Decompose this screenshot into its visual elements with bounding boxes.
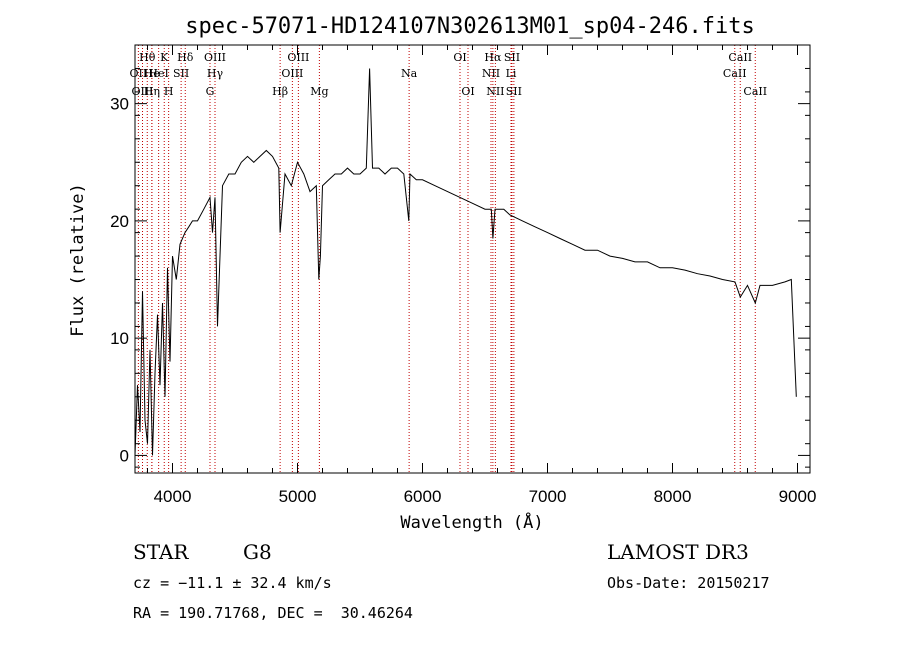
y-tick-label-3: 30 <box>110 95 129 114</box>
line-label-26: CaII <box>728 51 752 64</box>
line-label-23: Li <box>506 67 517 80</box>
y-axis-ticks: 0 10 20 30 <box>110 44 810 468</box>
line-label-4: Hη <box>144 85 160 98</box>
line-label-16: Mg <box>310 85 328 98</box>
line-label-19: OI <box>461 85 474 98</box>
line-label-20: Hα <box>484 51 502 64</box>
line-label-13: OIII <box>287 51 309 64</box>
line-label-5: K <box>160 51 169 64</box>
spectral-line-labels: Hθ OII OIII He Hη K HeI H SII Hδ OIII Hγ G OIII OIII Hβ… <box>130 51 768 98</box>
plot-frame <box>134 44 811 474</box>
line-label-2: OIII <box>131 85 153 98</box>
line-label-6: HeI <box>148 67 168 80</box>
spectral-line-markers <box>137 45 756 473</box>
line-label-8: SII <box>173 67 189 80</box>
object-class: STAR <box>133 540 189 564</box>
line-label-9: Hδ <box>177 51 194 64</box>
chart-title: spec-57071-HD124107N302613M01_sp04-246.f… <box>185 14 755 39</box>
x-tick-label-4: 8000 <box>654 487 692 506</box>
line-label-24: NII <box>486 85 504 98</box>
line-label-28: CaII <box>743 85 767 98</box>
observation-date: Obs-Date: 20150217 <box>607 574 770 592</box>
line-label-25: SII <box>506 85 522 98</box>
y-tick-label-0: 0 <box>120 446 129 465</box>
x-tick-label-2: 6000 <box>404 487 442 506</box>
y-axis-label: Flux (relative) <box>68 183 88 337</box>
x-tick-label-1: 5000 <box>279 487 317 506</box>
line-label-22: NII <box>482 67 500 80</box>
redshift-value: cz = −11.1 ± 32.4 km/s <box>133 574 332 592</box>
x-axis-label: Wavelength (Å) <box>400 511 543 533</box>
line-label-1: OII <box>130 67 148 80</box>
object-subclass: G8 <box>243 540 272 564</box>
line-label-7: H <box>164 85 174 98</box>
line-label-14: OIII <box>281 67 303 80</box>
x-tick-label-3: 7000 <box>529 487 567 506</box>
line-label-11: Hγ <box>207 67 224 80</box>
line-label-15: Hβ <box>272 85 288 98</box>
line-label-21: SII <box>504 51 520 64</box>
x-axis-ticks: 4000 5000 6000 7000 8000 9000 <box>147 45 817 506</box>
line-label-17: Na <box>401 67 418 80</box>
x-tick-label-5: 9000 <box>779 487 817 506</box>
y-tick-label-1: 10 <box>110 329 129 348</box>
y-tick-label-2: 20 <box>110 212 129 231</box>
line-label-27: CaII <box>723 67 747 80</box>
line-label-0: Hθ <box>139 51 156 64</box>
x-tick-label-0: 4000 <box>154 487 192 506</box>
line-label-12: G <box>206 85 215 98</box>
spectrum-line <box>134 68 797 456</box>
coordinates: RA = 190.71768, DEC = 30.46264 <box>133 604 413 622</box>
line-label-10: OIII <box>204 51 226 64</box>
line-label-3: He <box>144 67 160 80</box>
survey-name: LAMOST DR3 <box>607 540 749 564</box>
line-label-18: OI <box>453 51 466 64</box>
